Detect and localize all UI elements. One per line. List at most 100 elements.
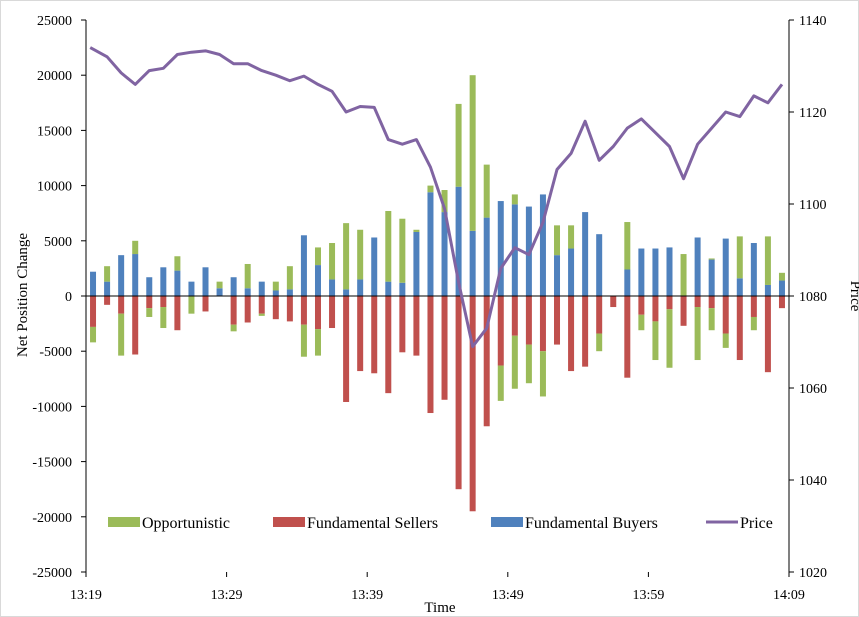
bar-opportunistic-negative (525, 344, 532, 384)
right-tick-label: 1040 (799, 474, 827, 489)
bar-sellers (286, 296, 293, 322)
bar-sellers (174, 296, 181, 331)
legend-swatch-buyers (491, 517, 523, 527)
bar-opportunistic-positive (132, 240, 139, 255)
bar-buyers (385, 281, 392, 296)
bar-buyers (371, 237, 378, 296)
bar-sellers (652, 296, 659, 322)
bar-opportunistic-negative (722, 333, 729, 348)
bar-opportunistic-negative (638, 314, 645, 331)
bar-sellers (455, 296, 462, 490)
bar-sellers (146, 296, 153, 309)
bar-sellers (680, 296, 687, 326)
bar-sellers (750, 296, 757, 317)
bar-buyers (272, 290, 279, 296)
bar-opportunistic-positive (764, 236, 771, 285)
bar-sellers (90, 296, 97, 327)
bar-opportunistic-negative (118, 313, 125, 356)
bar-sellers (469, 296, 476, 512)
bar-sellers (399, 296, 406, 353)
x-axis-ticks: 13:19 13:29 13:39 13:49 13:59 14:09 (70, 572, 805, 603)
bar-sellers (483, 296, 490, 427)
left-tick-label: 15000 (37, 124, 72, 139)
bar-sellers (694, 296, 701, 308)
bar-opportunistic-positive (244, 263, 251, 289)
bar-opportunistic-positive (469, 75, 476, 231)
bar-opportunistic-positive (708, 258, 715, 260)
left-tick-label: 0 (65, 290, 72, 305)
left-tick-label: -10000 (32, 400, 72, 415)
bar-sellers (160, 296, 167, 308)
bar-sellers (118, 296, 125, 314)
right-tick-label: 1100 (799, 198, 826, 213)
price-layer (89, 46, 784, 349)
bar-buyers (778, 280, 785, 296)
bar-sellers (582, 296, 589, 367)
bar-sellers (244, 296, 251, 323)
legend-label-opportunistic: Opportunistic (142, 515, 230, 532)
bar-buyers (244, 288, 251, 296)
right-tick-label: 1060 (799, 382, 827, 397)
bar-opportunistic-positive (174, 256, 181, 271)
legend-swatch-sellers (273, 517, 305, 527)
x-tick-label: 13:49 (492, 588, 524, 603)
left-tick-label: 5000 (44, 235, 72, 250)
bar-sellers (385, 296, 392, 394)
bar-sellers (666, 296, 673, 310)
bar-buyers (497, 201, 504, 296)
bar-buyers (455, 186, 462, 296)
left-tick-label: -20000 (32, 511, 72, 526)
bar-sellers (568, 296, 575, 372)
bar-buyers (638, 248, 645, 296)
bar-buyers (329, 279, 336, 296)
legend-label-price: Price (740, 515, 773, 532)
bar-buyers (582, 212, 589, 296)
bar-buyers (286, 289, 293, 296)
bar-buyers (146, 277, 153, 296)
legend-swatch-opportunistic (108, 517, 140, 527)
bar-sellers (539, 296, 546, 352)
bar-sellers (722, 296, 729, 334)
bar-sellers (343, 296, 350, 402)
x-tick-label: 13:19 (70, 588, 102, 603)
left-tick-label: 25000 (37, 14, 72, 29)
bar-opportunistic-positive (736, 236, 743, 279)
x-tick-label: 13:39 (351, 588, 383, 603)
bar-sellers (427, 296, 434, 414)
bar-sellers (132, 296, 139, 355)
bar-buyers (469, 230, 476, 296)
bar-opportunistic-positive (216, 281, 223, 289)
bar-buyers (736, 278, 743, 296)
left-axis-ticks: 25000 20000 15000 10000 5000 0 -5000 -10000 -150… (32, 14, 86, 581)
bar-opportunistic-positive (624, 222, 631, 270)
bar-sellers (525, 296, 532, 345)
bar-opportunistic-positive (427, 185, 434, 193)
bar-sellers (764, 296, 771, 373)
bar-sellers (708, 296, 715, 309)
bar-opportunistic-negative (188, 296, 195, 314)
bar-opportunistic-negative (146, 308, 153, 317)
right-tick-label: 1140 (799, 14, 826, 29)
bar-buyers (413, 231, 420, 296)
bar-opportunistic-positive (286, 266, 293, 290)
bar-buyers (258, 281, 265, 296)
bars-layer (90, 75, 785, 512)
bar-buyers (666, 247, 673, 296)
bar-opportunistic-positive (343, 223, 350, 290)
bar-buyers (132, 254, 139, 296)
bar-opportunistic-positive (413, 229, 420, 232)
y-axis-title-left: Net Position Change (15, 233, 31, 358)
bar-opportunistic-positive (568, 225, 575, 249)
bar-opportunistic-positive (385, 210, 392, 282)
bar-sellers (371, 296, 378, 374)
bar-buyers (624, 269, 631, 296)
bar-opportunistic-positive (104, 266, 111, 282)
bar-sellers (104, 296, 111, 305)
legend-label-buyers: Fundamental Buyers (525, 515, 658, 532)
bar-opportunistic-negative (511, 335, 518, 389)
bar-sellers (511, 296, 518, 336)
left-tick-label: -25000 (32, 566, 72, 581)
bar-buyers (483, 217, 490, 296)
bar-buyers (652, 248, 659, 296)
